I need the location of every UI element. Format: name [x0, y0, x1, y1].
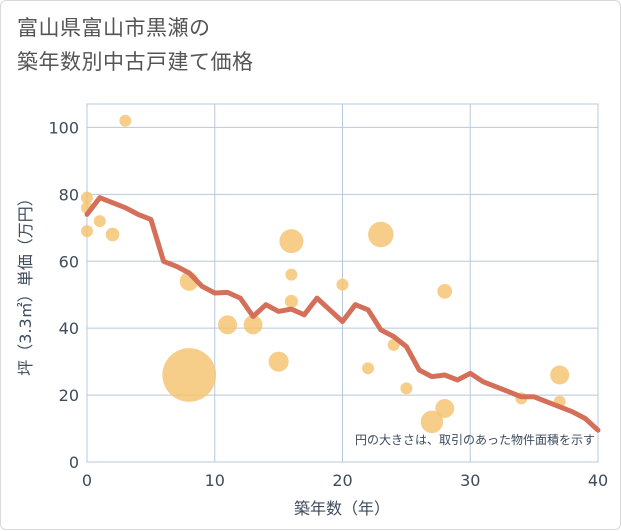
- data-bubble: [162, 348, 217, 402]
- y-tick-label: 60: [59, 252, 79, 271]
- y-axis-label: 坪（3.3㎡）単価（万円）: [16, 190, 35, 375]
- y-tick-label: 80: [59, 185, 79, 204]
- data-bubble: [81, 225, 93, 238]
- data-bubble: [368, 221, 394, 248]
- x-tick-label: 30: [460, 471, 480, 490]
- y-tick-label: 40: [59, 319, 79, 338]
- data-bubble: [437, 284, 453, 299]
- chart-title: 富山県富山市黒瀬の 築年数別中古戸建て価格: [17, 11, 254, 79]
- x-axis-label: 築年数（年）: [294, 499, 390, 518]
- data-bubble: [268, 351, 289, 372]
- data-bubble: [336, 278, 349, 291]
- data-bubble: [284, 294, 298, 308]
- data-bubble: [420, 410, 444, 434]
- data-bubble: [81, 191, 93, 204]
- axis-ticks: 0 10 20 30 40 0 20 40 60 80 100: [48, 118, 608, 490]
- bubble-size-note: 円の大きさは、取引のあった物件面積を示す: [355, 432, 595, 447]
- x-tick-label: 0: [82, 471, 92, 490]
- data-bubble: [362, 362, 375, 375]
- trend-line: [84, 195, 601, 433]
- chart-title-line-1: 富山県富山市黒瀬の: [17, 16, 211, 40]
- data-bubble: [105, 227, 120, 242]
- data-bubble: [93, 215, 106, 228]
- data-bubble: [550, 365, 570, 385]
- data-bubble: [218, 315, 238, 335]
- y-tick-label: 20: [59, 386, 79, 405]
- x-tick-label: 10: [205, 471, 225, 490]
- y-tick-label: 100: [48, 118, 79, 137]
- data-bubble: [400, 382, 413, 395]
- x-tick-label: 20: [332, 471, 352, 490]
- chart-title-line-2: 築年数別中古戸建て価格: [17, 50, 254, 74]
- data-bubble: [279, 229, 304, 254]
- data-bubble: [243, 315, 263, 335]
- x-tick-label: 40: [588, 471, 608, 490]
- bubble-series: [81, 114, 570, 434]
- data-bubble: [119, 114, 132, 127]
- data-bubble: [285, 268, 298, 281]
- data-bubble: [435, 398, 455, 418]
- y-tick-label: 0: [69, 453, 79, 472]
